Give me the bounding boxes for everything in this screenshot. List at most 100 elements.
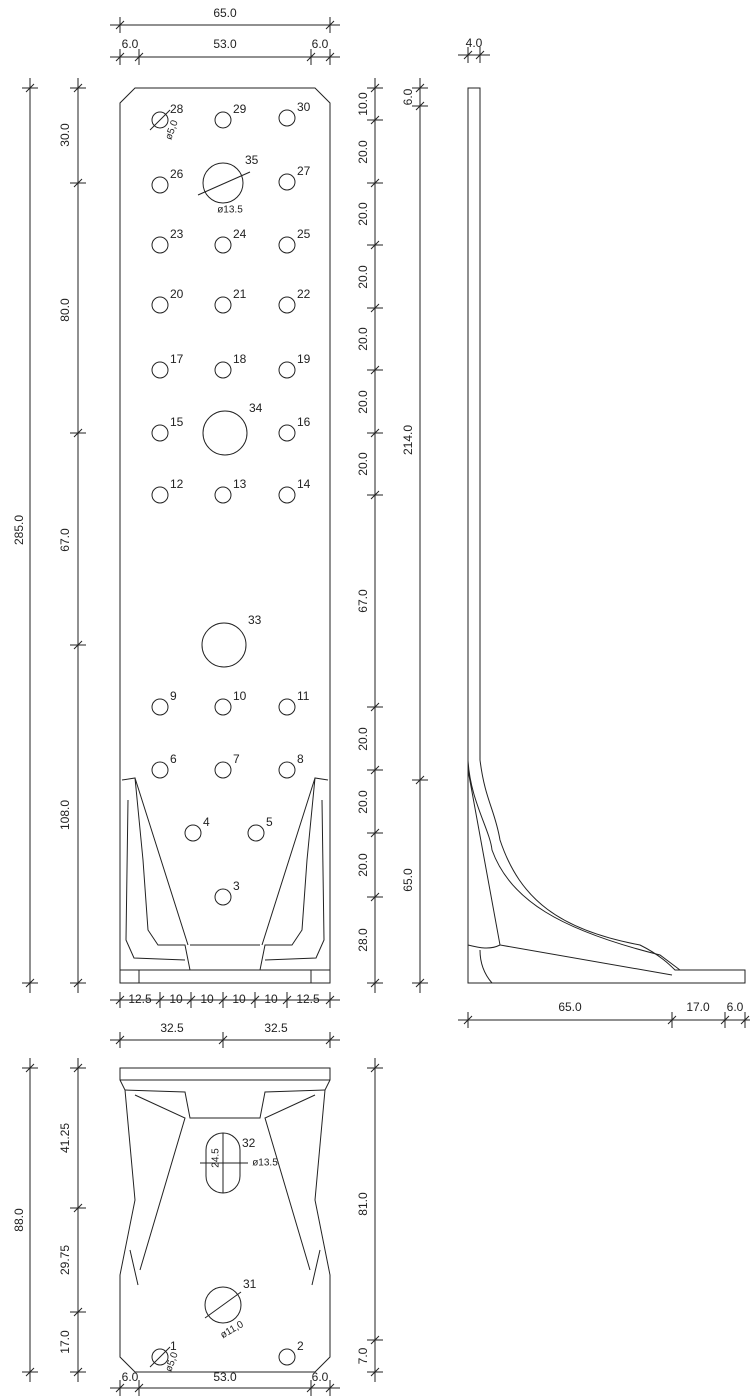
hole [151,486,169,504]
dimension-label: 65.0 [213,6,237,20]
hole [278,173,296,191]
hole-label: 17 [170,352,184,366]
dimension-label: 20.0 [356,727,370,751]
hole [278,296,296,314]
hole-label: 22 [297,287,311,301]
right-flange [259,777,329,971]
dimension-label: 6.0 [401,88,415,105]
hole-label: 14 [297,477,311,491]
hole [278,1348,296,1366]
dimension-label: 6.0 [312,37,329,51]
dimension-label: 6.0 [122,37,139,51]
dimension-label: 12.5 [128,992,152,1006]
hole-label: 6 [170,752,177,766]
dim-tick [115,20,125,30]
hole-label: 33 [248,613,262,627]
hole [151,176,169,194]
dim-tick [463,1015,473,1025]
dim-tick [463,50,473,60]
hole-label: 31 [243,1277,257,1291]
hole-label: 21 [233,287,247,301]
dim-tick [73,640,83,650]
diameter-label: ø13.5 [217,205,243,216]
dim-tick [73,978,83,988]
dimension-label: 4.0 [466,36,483,50]
diameter-line [197,171,251,196]
hole-label: 3 [233,879,240,893]
dim-tick [415,83,425,93]
diameter-line [149,1346,171,1368]
dimension-label: 20.0 [356,390,370,414]
dimension-label: 6.0 [122,1370,139,1384]
dimension-label: 6.0 [312,1370,329,1384]
dim-tick [415,775,425,785]
hole-label: 9 [170,689,177,703]
dimension-label: 80.0 [58,298,72,322]
hole [202,410,248,456]
hole [278,698,296,716]
hole-label: 34 [249,401,263,415]
dim-tick [325,995,335,1005]
dim-tick [415,978,425,988]
hole-label: 2 [297,1339,304,1353]
dimension-label: 20.0 [356,327,370,351]
side-curves [467,759,681,984]
dimension-label: 65.0 [558,1000,582,1014]
dimension-label: 214.0 [401,425,415,455]
dimension-label: 17.0 [686,1000,710,1014]
diameter-line [149,109,171,131]
hole [214,296,232,314]
dim-tick [475,50,485,60]
front-plate [119,87,331,984]
dim-tick [370,978,380,988]
dim-tick [667,1015,677,1025]
dim-tick [370,240,380,250]
diameter-label: 24.5 [211,1148,222,1168]
dim-tick [370,83,380,93]
dimension-label: 30.0 [58,123,72,147]
diameter-label: ø5,0 [164,1350,181,1373]
hole [278,424,296,442]
hole-label: 20 [170,287,184,301]
dimension-label: 67.0 [58,528,72,552]
dimension-label: 65.0 [401,868,415,892]
bottom-flanges [124,1089,326,1286]
dim-tick [73,1307,83,1317]
hole [278,236,296,254]
dim-tick [73,1063,83,1073]
dimension-label: 32.5 [264,1021,288,1035]
diameter-label: ø5,0 [164,118,181,141]
hole [151,1348,169,1366]
dim-tick [306,52,316,62]
dim-tick [218,995,228,1005]
dimension-label: 20.0 [356,202,370,226]
dim-tick [325,1035,335,1045]
hole-label: 26 [170,167,184,181]
dim-tick [740,1015,750,1025]
hole [214,698,232,716]
dimension-label: 7.0 [356,1347,370,1364]
side-plate [467,87,746,984]
dim-tick [370,490,380,500]
dim-tick [25,1367,35,1377]
hole [278,109,296,127]
dimension-label: 10 [264,992,278,1006]
hole-label: 23 [170,227,184,241]
dimension-label: 28.0 [356,928,370,952]
dim-tick [370,1335,380,1345]
dim-tick [370,303,380,313]
dimension-label: 20.0 [356,452,370,476]
dim-tick [115,995,125,1005]
dimension-lines [22,17,750,1396]
hole-label: 30 [297,100,311,114]
dim-tick [370,1367,380,1377]
dim-tick [306,1383,316,1393]
dim-tick [370,892,380,902]
hole-label: 1 [170,1339,177,1353]
outlines [119,87,746,1373]
dimension-label: 6.0 [727,1000,744,1014]
hole [151,424,169,442]
hole-label: 24 [233,227,247,241]
hole-label: 11 [297,689,310,703]
